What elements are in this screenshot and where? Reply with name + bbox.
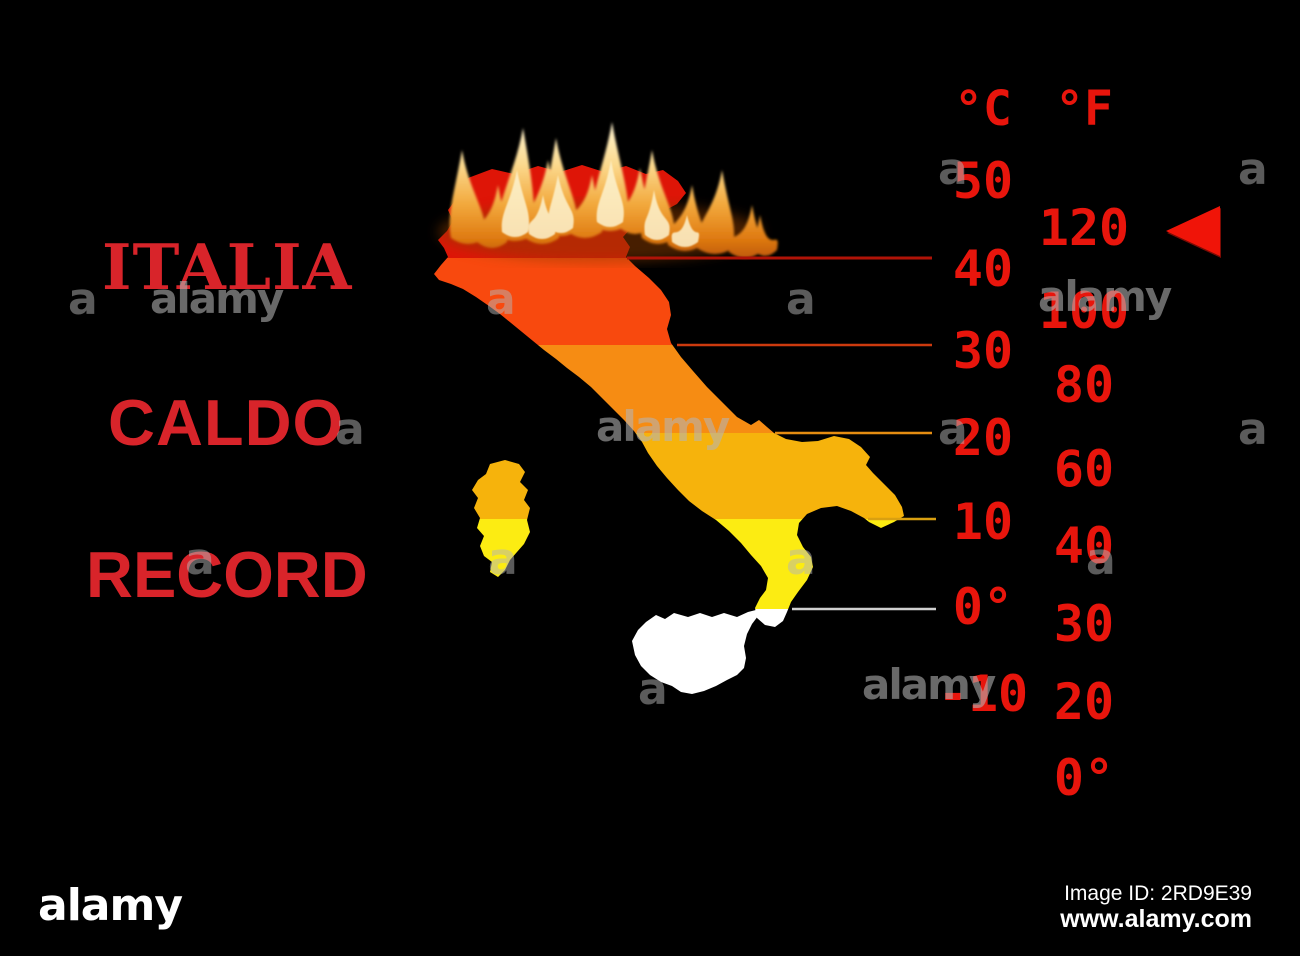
watermark-tile: a bbox=[638, 664, 668, 715]
alamy-watermark-word: alamy bbox=[596, 402, 730, 451]
headline-record: RECORD bbox=[86, 538, 368, 611]
alamy-logo: alamy bbox=[38, 880, 183, 931]
celsius-tick-0: 0° bbox=[952, 578, 1014, 636]
alamy-watermark-word: alamy bbox=[150, 274, 284, 323]
celsius-tick-minus10: -10 bbox=[937, 665, 1029, 723]
headline-italia: ITALIA bbox=[102, 230, 353, 304]
alamy-website-link[interactable]: www.alamy.com bbox=[1060, 905, 1252, 933]
celsius-tick-30: 30 bbox=[952, 322, 1014, 380]
watermark-tile: a bbox=[68, 274, 98, 325]
celsius-tick-40: 40 bbox=[952, 240, 1014, 298]
fahrenheit-tick-0: 0° bbox=[1053, 749, 1115, 807]
flames-icon bbox=[438, 122, 778, 262]
watermark-tile: a bbox=[185, 534, 215, 585]
fahrenheit-header: °F bbox=[1055, 81, 1113, 137]
watermark-tile: a bbox=[335, 404, 365, 455]
fahrenheit-tick-30: 30 bbox=[1053, 595, 1115, 653]
celsius-tick-10: 10 bbox=[952, 493, 1014, 551]
watermark-tile: a bbox=[786, 534, 816, 585]
headline-caldo: CALDO bbox=[108, 386, 345, 459]
watermark-tile: a bbox=[486, 274, 516, 325]
fahrenheit-tick-100: 100 bbox=[1038, 282, 1130, 340]
watermark-tile: a bbox=[1086, 534, 1116, 585]
scale-connector-lines bbox=[627, 256, 936, 611]
fahrenheit-tick-20: 20 bbox=[1053, 673, 1115, 731]
fahrenheit-tick-60: 60 bbox=[1053, 440, 1115, 498]
image-id-label: Image ID: 2RD9E39 bbox=[1064, 882, 1252, 905]
watermark-tile: a bbox=[938, 144, 968, 195]
watermark-tile: a bbox=[1238, 404, 1268, 455]
celsius-header: °C bbox=[954, 81, 1012, 137]
alamy-watermark-word: alamy bbox=[862, 660, 996, 709]
fahrenheit-tick-120: 120 bbox=[1038, 199, 1130, 257]
fahrenheit-tick-40: 40 bbox=[1053, 517, 1115, 575]
celsius-tick-20: 20 bbox=[952, 409, 1014, 467]
celsius-tick-50: 50 bbox=[952, 152, 1014, 210]
alamy-watermark-word: alamy bbox=[1038, 272, 1172, 321]
temperature-pointer-left-arrow-icon bbox=[1166, 206, 1220, 256]
fahrenheit-tick-80: 80 bbox=[1053, 356, 1115, 414]
watermark-tile: a bbox=[488, 534, 518, 585]
watermark-tile: a bbox=[786, 274, 816, 325]
watermark-tile: a bbox=[938, 404, 968, 455]
watermark-tile: a bbox=[1238, 144, 1268, 195]
